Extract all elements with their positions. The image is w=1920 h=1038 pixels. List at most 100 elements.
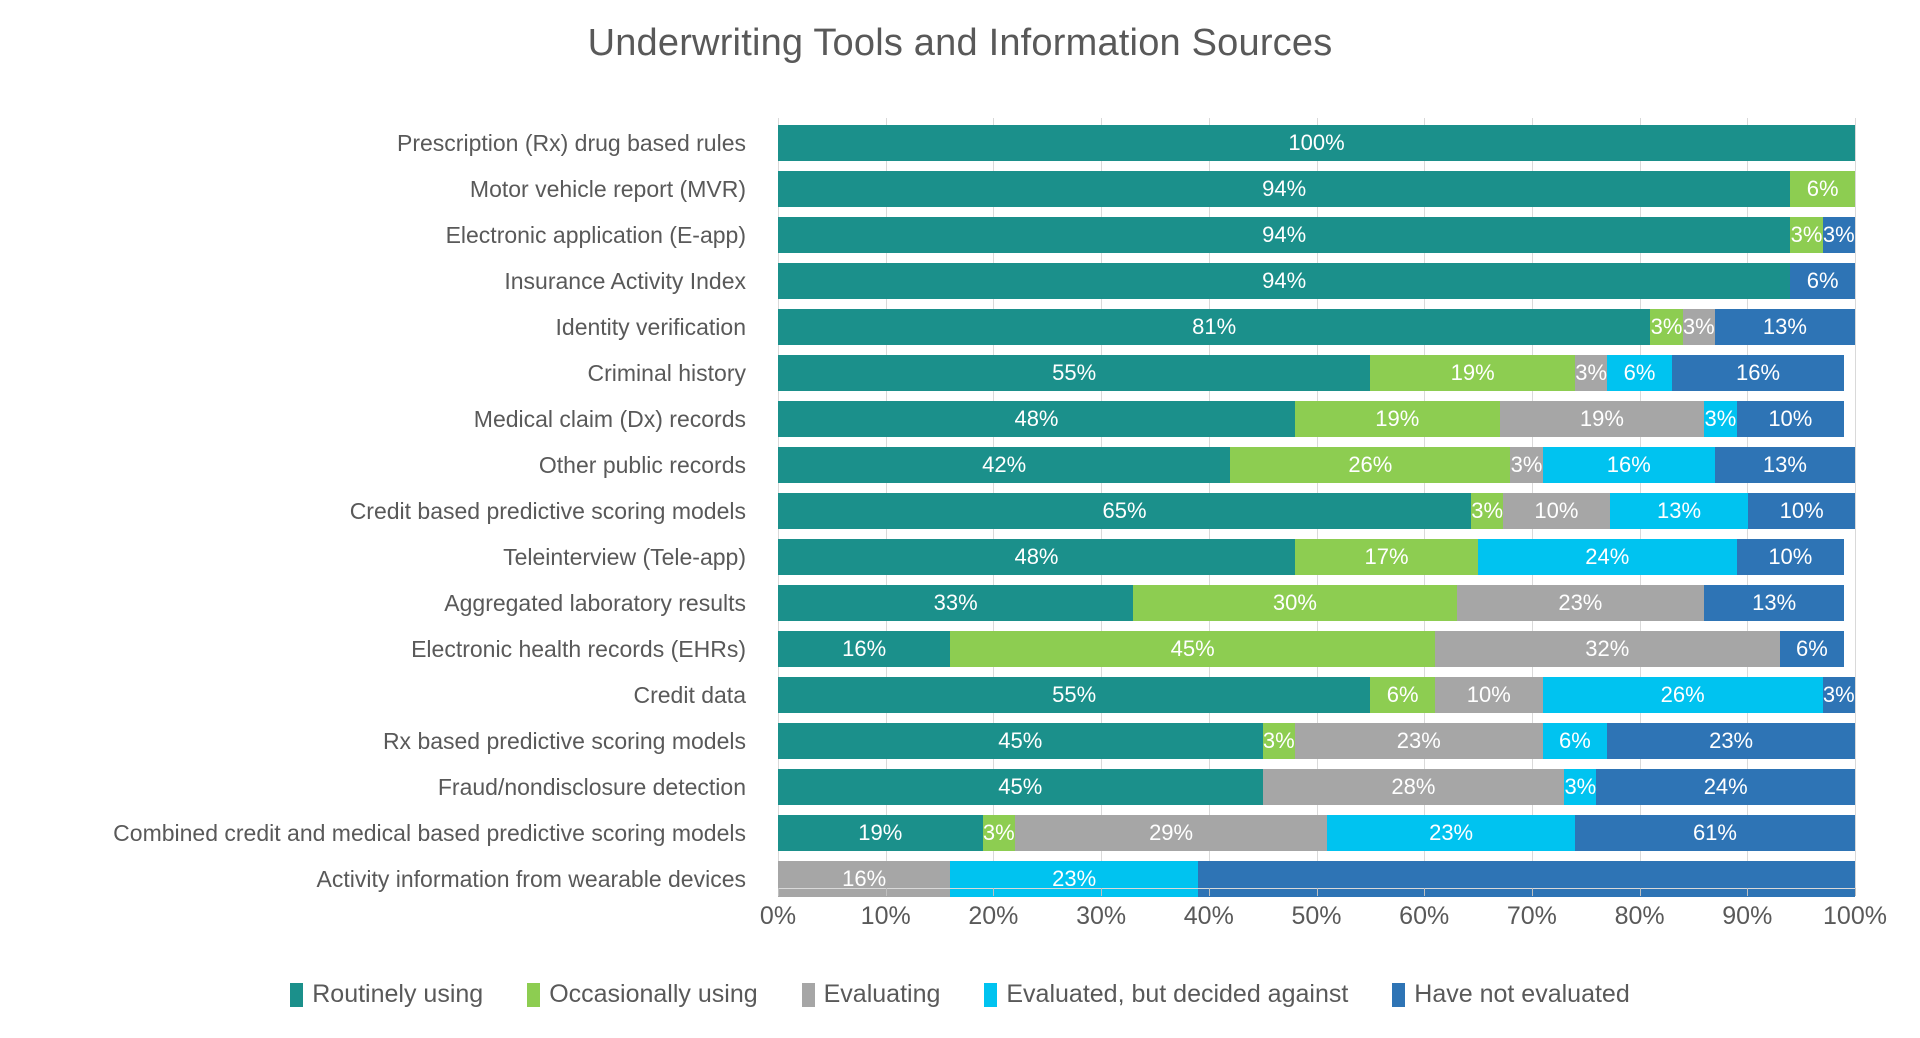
bar-segment[interactable]: 3% (1574, 355, 1608, 391)
bar-segment[interactable]: 3% (1471, 493, 1504, 529)
y-axis-label: Electronic health records (EHRs) (411, 635, 746, 662)
bar-segment[interactable]: 10% (1434, 677, 1543, 713)
x-axis-tick-label: 50% (1291, 902, 1342, 930)
bar-value-label: 3% (1575, 360, 1608, 385)
bar-row: 48% 19% 19% 3% 10% (778, 401, 1855, 437)
bar-segment[interactable]: 55% (778, 677, 1371, 713)
bar-value-label: 6% (1806, 268, 1839, 293)
bar-segment[interactable]: 33% (778, 585, 1134, 621)
x-axis-tick (1316, 888, 1318, 896)
bar-segment[interactable]: 17% (1294, 539, 1479, 575)
bar-segment[interactable]: 23% (1456, 585, 1705, 621)
bar-segment[interactable]: 10% (1503, 493, 1610, 529)
y-axis-category-labels: Prescription (Rx) drug based rules Motor … (0, 118, 762, 892)
bar-segment[interactable]: 26% (1542, 677, 1823, 713)
bar-segment[interactable]: 55% (778, 355, 1371, 391)
y-axis-label: Electronic application (E-app) (445, 221, 746, 248)
bar-segment[interactable]: 28% (1262, 769, 1565, 805)
bar-segment[interactable]: 3% (1564, 769, 1597, 805)
bar-value-label: 10% (1768, 406, 1813, 431)
bar-segment[interactable]: 3% (1822, 217, 1855, 253)
y-axis-label: Prescription (Rx) drug based rules (397, 129, 746, 156)
bar-segment[interactable]: 23% (950, 861, 1199, 897)
bar-segment[interactable]: 6% (1779, 631, 1845, 667)
bar-segment[interactable]: 23% (1327, 815, 1575, 851)
bar-segment[interactable]: 16% (1671, 355, 1845, 391)
bar-segment[interactable]: 48% (778, 401, 1295, 437)
bar-segment[interactable]: 3% (1822, 677, 1855, 713)
bar-value-label: 55% (1052, 360, 1097, 385)
legend-item[interactable]: Routinely using (290, 980, 483, 1009)
bar-segment[interactable]: 13% (1609, 493, 1749, 529)
bar-segment[interactable]: 23% (1294, 723, 1543, 759)
x-axis-tick (993, 888, 995, 896)
bar-segment[interactable]: 23% (1607, 723, 1855, 759)
bar-segment[interactable]: 3% (982, 815, 1015, 851)
bar-segment[interactable]: 94% (778, 263, 1791, 299)
bar-segment[interactable]: 48% (778, 539, 1295, 575)
bar-segment[interactable]: 19% (1370, 355, 1575, 391)
bar-segment[interactable]: 24% (1478, 539, 1737, 575)
bar-segment[interactable]: 94% (778, 217, 1791, 253)
legend-item[interactable]: Evaluated, but decided against (984, 980, 1348, 1009)
bar-segment[interactable]: 6% (1370, 677, 1435, 713)
bar-value-label: 30% (1272, 590, 1317, 615)
bar-segment[interactable]: 10% (1736, 401, 1845, 437)
bar-segment[interactable]: 6% (1790, 171, 1855, 207)
bar-segment[interactable]: 3% (1790, 217, 1823, 253)
bar-segment[interactable]: 13% (1714, 447, 1855, 483)
bar-segment[interactable]: 16% (778, 631, 951, 667)
bar-segment[interactable]: 65% (778, 493, 1472, 529)
bar-segment[interactable]: 16% (778, 861, 951, 897)
bar-segment[interactable]: 42% (778, 447, 1231, 483)
bar-row: 16% 23% (778, 861, 1855, 897)
bar-segment[interactable]: 29% (1014, 815, 1328, 851)
bar-segment[interactable]: 13% (1714, 309, 1855, 345)
bar-segment[interactable]: 81% (778, 309, 1651, 345)
bar-row: 55% 6% 10% 26% 3% (778, 677, 1855, 713)
x-axis-tick-label: 20% (968, 902, 1019, 930)
bar-segment[interactable]: 61% (1574, 815, 1855, 851)
bar-value-label: 26% (1348, 452, 1393, 477)
bar-segment[interactable]: 100% (778, 125, 1855, 161)
legend-item[interactable]: Evaluating (801, 980, 940, 1009)
bar-row: 33% 30% 23% 13% (778, 585, 1855, 621)
bar-segment[interactable]: 24% (1596, 769, 1855, 805)
bar-segment[interactable]: 30% (1133, 585, 1457, 621)
bar-segment[interactable]: 94% (778, 171, 1791, 207)
bar-value-label: 19% (1375, 406, 1420, 431)
bar-segment[interactable] (1198, 861, 1855, 897)
bar-segment[interactable]: 3% (1704, 401, 1737, 437)
bar-segment[interactable]: 45% (778, 723, 1263, 759)
bar-segment[interactable]: 26% (1230, 447, 1511, 483)
bar-segment[interactable]: 45% (950, 631, 1435, 667)
bar-segment[interactable]: 32% (1434, 631, 1780, 667)
bar-value-label: 94% (1262, 222, 1307, 247)
bar-segment[interactable]: 16% (1542, 447, 1715, 483)
bar-segment[interactable]: 3% (1510, 447, 1543, 483)
bar-segment[interactable]: 3% (1650, 309, 1683, 345)
bar-segment[interactable]: 6% (1607, 355, 1672, 391)
bar-value-label: 3% (1510, 452, 1543, 477)
bar-segment[interactable]: 13% (1704, 585, 1845, 621)
bar-segment[interactable]: 3% (1682, 309, 1715, 345)
bar-segment[interactable]: 3% (1262, 723, 1295, 759)
bar-segment[interactable]: 19% (778, 815, 983, 851)
bar-segment[interactable]: 6% (1542, 723, 1608, 759)
bar-row: 55% 19% 3% 6% 16% (778, 355, 1855, 391)
bar-row: 45% 28% 3% 24% (778, 769, 1855, 805)
bar-segment[interactable]: 19% (1294, 401, 1500, 437)
bar-value-label: 16% (842, 866, 887, 891)
bar-segment[interactable]: 6% (1790, 263, 1855, 299)
bar-value-label: 6% (1386, 682, 1419, 707)
legend-swatch-icon (527, 982, 541, 1007)
y-axis-label: Fraud/nondisclosure detection (437, 773, 746, 800)
legend-item[interactable]: Occasionally using (527, 980, 758, 1009)
bar-segment[interactable]: 19% (1499, 401, 1705, 437)
bar-value-label: 23% (1709, 728, 1754, 753)
bar-segment[interactable]: 10% (1748, 493, 1855, 529)
bar-segment[interactable]: 45% (778, 769, 1263, 805)
legend-item[interactable]: Have not evaluated (1392, 980, 1630, 1009)
bar-segment[interactable]: 10% (1736, 539, 1845, 575)
x-axis-tick (778, 888, 779, 896)
